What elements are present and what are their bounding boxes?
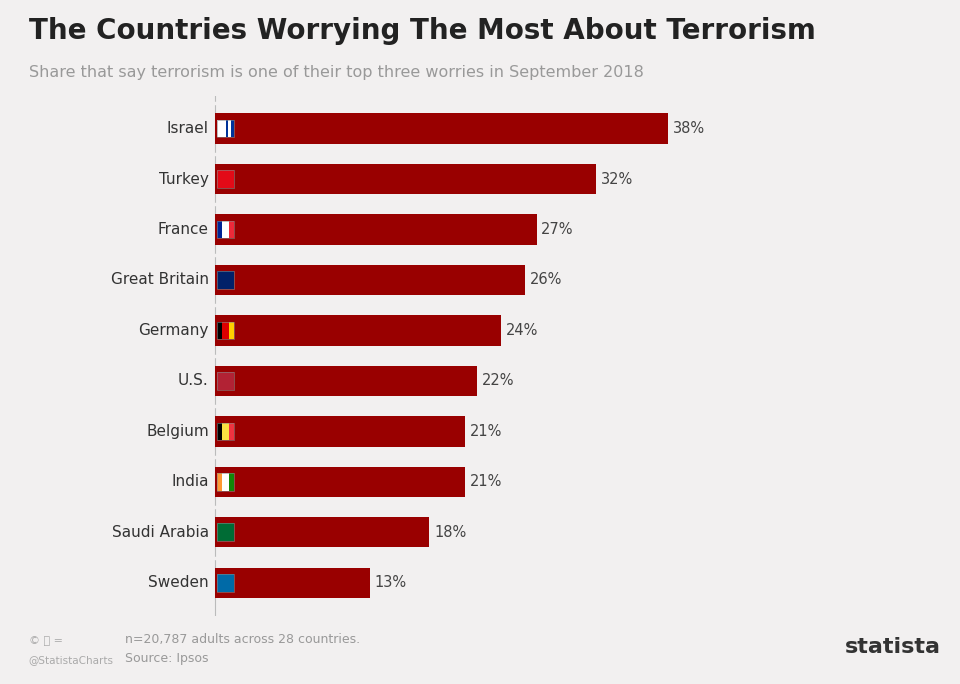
Text: U.S.: U.S.	[178, 373, 209, 389]
Bar	[228, 473, 234, 490]
Text: Germany: Germany	[138, 323, 209, 338]
Text: 32%: 32%	[601, 172, 634, 187]
Bar	[226, 120, 228, 137]
Text: 21%: 21%	[469, 424, 502, 439]
Bar	[217, 523, 234, 541]
Text: statista: statista	[845, 637, 941, 657]
Bar	[217, 221, 223, 238]
Bar	[223, 221, 228, 238]
Bar	[215, 517, 429, 547]
Text: 21%: 21%	[469, 475, 502, 489]
Text: 27%: 27%	[541, 222, 574, 237]
Text: Source: Ipsos: Source: Ipsos	[125, 652, 208, 665]
Bar	[217, 120, 226, 137]
Bar	[223, 423, 228, 440]
Text: Belgium: Belgium	[146, 424, 209, 439]
Bar	[217, 372, 234, 390]
Bar	[217, 120, 234, 137]
Text: Saudi Arabia: Saudi Arabia	[111, 525, 209, 540]
Text: 18%: 18%	[434, 525, 467, 540]
Bar	[223, 321, 228, 339]
Text: © ⓘ =: © ⓘ =	[29, 636, 62, 646]
Bar	[215, 417, 465, 447]
Bar	[217, 221, 234, 238]
Bar	[217, 271, 234, 289]
Bar	[230, 120, 233, 137]
Text: The Countries Worrying The Most About Terrorism: The Countries Worrying The Most About Te…	[29, 17, 816, 45]
Bar	[215, 214, 537, 245]
Bar	[215, 366, 477, 396]
Text: @StatistaCharts: @StatistaCharts	[29, 655, 114, 665]
Bar	[217, 170, 234, 188]
Bar	[217, 271, 234, 289]
Bar	[217, 321, 223, 339]
Bar	[215, 114, 668, 144]
Bar	[215, 568, 370, 598]
Text: India: India	[171, 475, 209, 489]
Text: Share that say terrorism is one of their top three worries in September 2018: Share that say terrorism is one of their…	[29, 65, 643, 80]
Bar	[217, 372, 234, 390]
Bar	[215, 315, 501, 345]
Text: 38%: 38%	[672, 121, 705, 136]
Bar	[223, 473, 228, 490]
Bar	[217, 574, 234, 592]
Bar	[228, 221, 234, 238]
Text: France: France	[157, 222, 209, 237]
Text: Israel: Israel	[167, 121, 209, 136]
Bar	[215, 164, 596, 194]
Bar	[217, 574, 234, 592]
Bar	[217, 473, 223, 490]
Text: Sweden: Sweden	[148, 575, 209, 590]
Bar	[215, 466, 465, 497]
Bar	[228, 321, 234, 339]
Bar	[228, 120, 230, 137]
Text: 24%: 24%	[506, 323, 538, 338]
Bar	[217, 423, 223, 440]
Bar	[228, 423, 234, 440]
Bar	[215, 265, 525, 295]
Text: n=20,787 adults across 28 countries.: n=20,787 adults across 28 countries.	[125, 633, 360, 646]
Text: 22%: 22%	[482, 373, 515, 389]
Text: Turkey: Turkey	[159, 172, 209, 187]
Bar	[217, 523, 234, 541]
Text: 26%: 26%	[529, 272, 562, 287]
Text: 13%: 13%	[374, 575, 407, 590]
Text: Great Britain: Great Britain	[110, 272, 209, 287]
Bar	[217, 423, 234, 440]
Bar	[217, 473, 234, 490]
Bar	[217, 170, 234, 188]
Bar	[217, 321, 234, 339]
